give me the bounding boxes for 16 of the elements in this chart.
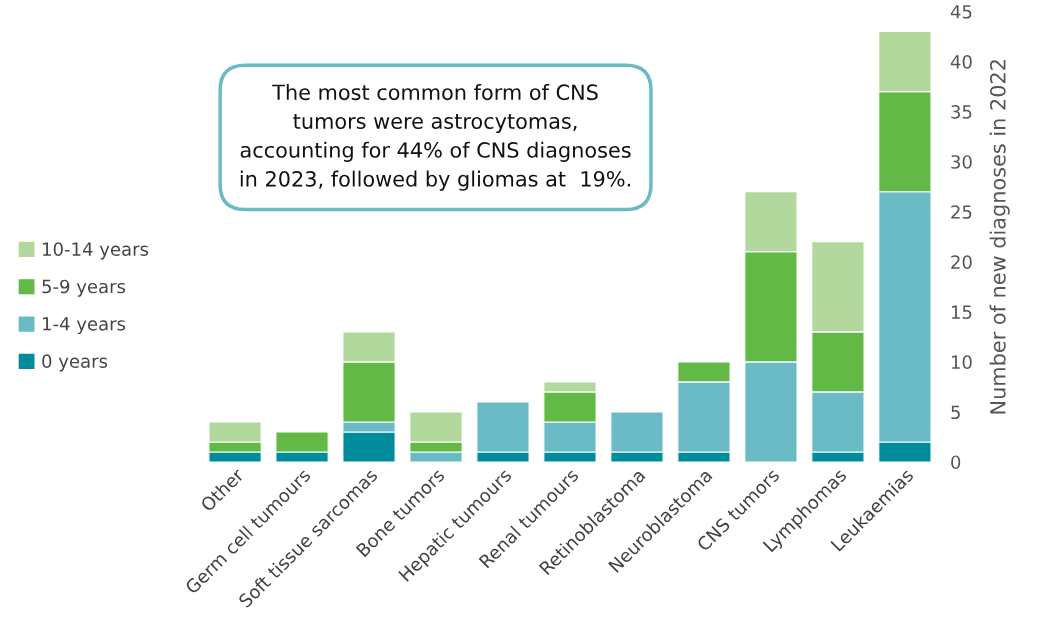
y-tick-label: 35 (951, 105, 972, 119)
y-tick-label: 45 (950, 5, 972, 19)
legend-label: 0 years (42, 354, 108, 372)
y-tick-label: 5 (951, 405, 960, 420)
legend-label: 5-9 years (42, 279, 126, 297)
y-tick-label: 15 (951, 305, 972, 319)
y-tick-label: 30 (951, 155, 972, 169)
annotation: The most common form of CNS tumors were astrocytomas, accounting for 44% of CNS diagnoses in 2023, followed by gliomas at 19%. (240, 84, 631, 191)
y-tick-label: 40 (950, 55, 972, 69)
y-tick-label: 20 (951, 255, 972, 269)
legend-label: 10-14 years (43, 242, 149, 260)
y-tick-label: 10 (951, 355, 972, 369)
y-tick-label: 25 (951, 205, 972, 219)
y-tick-label: 0 (951, 455, 961, 470)
legend-label: 1-4 years (43, 317, 126, 335)
y-axis-title: Number of new diagnoses in 2022 (989, 60, 1010, 414)
